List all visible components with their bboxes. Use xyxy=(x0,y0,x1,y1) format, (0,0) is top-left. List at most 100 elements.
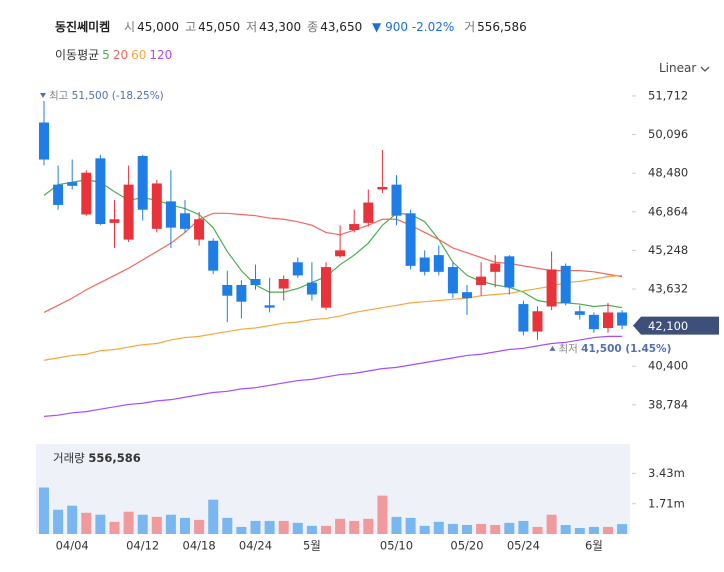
volume-bar xyxy=(377,495,388,534)
volume-bar xyxy=(95,514,106,534)
stock-name: 동진쎄미켐 xyxy=(55,20,111,34)
candle-body xyxy=(137,155,148,210)
candle-body xyxy=(447,267,458,294)
candle-body xyxy=(476,276,487,285)
volume-bar xyxy=(476,523,487,534)
volume-bar xyxy=(236,526,247,534)
high-text: 51,500 (-18.25%) xyxy=(72,90,164,102)
x-tick-label: 05/24 xyxy=(507,539,540,553)
candle-body xyxy=(278,279,289,289)
volume-bar xyxy=(278,520,289,534)
volume-bar xyxy=(391,516,402,534)
high-annotation: 최고 51,500 (-18.25%) xyxy=(49,90,164,102)
volume-bar xyxy=(603,526,613,534)
candle-body xyxy=(222,284,233,296)
y-tick-label: 46,864 xyxy=(648,204,688,218)
candle-body xyxy=(264,305,275,308)
volume-bar xyxy=(546,514,557,534)
quote-label: 저 xyxy=(246,20,258,34)
volume-bar xyxy=(194,519,205,534)
volume-bar xyxy=(109,521,120,534)
candle-body xyxy=(306,282,317,295)
candle-body xyxy=(81,172,92,215)
candle-body xyxy=(194,219,205,240)
candle-body xyxy=(180,213,190,229)
x-tick-label: 05/20 xyxy=(450,539,483,553)
candle-body xyxy=(165,201,176,228)
legend: 이동평균 5 20 60 120 xyxy=(55,46,175,63)
scale-select[interactable]: Linear xyxy=(659,61,710,75)
x-tick-label: 04/04 xyxy=(56,539,89,553)
low-annotation: 최저 41,500 (1.45%) xyxy=(559,343,672,355)
volume-bar xyxy=(250,520,261,534)
volume-bar xyxy=(81,512,92,534)
price-tag xyxy=(633,316,719,335)
candle-body xyxy=(321,267,331,308)
low-label: 최저 xyxy=(559,343,578,355)
volume-bar xyxy=(433,521,444,534)
volume-bar xyxy=(447,523,458,534)
volume-bar xyxy=(137,514,148,534)
y-tick-label: 40,400 xyxy=(648,359,688,373)
volume-bar xyxy=(405,517,416,534)
volume-label: 거 xyxy=(464,20,476,34)
y-tick-label: 45,248 xyxy=(648,243,688,257)
volume-bar xyxy=(306,525,317,534)
candle-body xyxy=(292,262,303,276)
volume-bar xyxy=(349,520,360,534)
ma-line xyxy=(43,335,623,417)
candle-body xyxy=(546,269,557,307)
candle-body xyxy=(617,312,628,326)
candle-body xyxy=(391,184,402,216)
legend-title: 이동평균 xyxy=(55,48,100,62)
candle-body xyxy=(123,184,134,240)
ma-line xyxy=(43,274,623,361)
legend-entry: 20 xyxy=(112,48,129,62)
candle-body xyxy=(335,250,346,257)
candle-body xyxy=(349,224,360,231)
candle-body xyxy=(603,312,613,328)
candle-body xyxy=(67,182,78,186)
ma-line xyxy=(43,212,623,313)
volume-bar xyxy=(264,520,275,534)
legend-entry: 120 xyxy=(149,48,173,62)
quote-value: 45,050 xyxy=(198,20,241,34)
quote-value: 43,650 xyxy=(320,20,363,34)
candle-body xyxy=(560,265,571,303)
y-tick-label: 50,096 xyxy=(648,127,688,141)
candle-body xyxy=(236,284,247,302)
volume-bar xyxy=(574,527,585,534)
volume-bar xyxy=(363,518,374,534)
change: ▼ 900 -2.02% xyxy=(372,20,455,34)
x-tick-label: 04/12 xyxy=(126,539,159,553)
volume-bar xyxy=(39,487,49,534)
volume-bar xyxy=(560,524,571,534)
candle-body xyxy=(419,257,430,272)
volume-title-label: 거래량 xyxy=(53,451,85,465)
y-tick-label: 38,784 xyxy=(648,397,688,411)
x-tick-label: 5월 xyxy=(303,539,321,553)
scale-label: Linear xyxy=(659,61,697,75)
x-tick-label: 05/10 xyxy=(380,539,413,553)
volume-bar xyxy=(292,522,303,534)
candle-body xyxy=(151,183,162,229)
volume-title-value: 556,586 xyxy=(88,451,140,465)
candle-body xyxy=(588,314,599,330)
volume-bar xyxy=(617,524,628,534)
volume-bar xyxy=(180,517,190,534)
legend-entry: 60 xyxy=(131,48,147,62)
candle-body xyxy=(377,187,388,190)
candle-body xyxy=(109,219,120,223)
volume-bar xyxy=(419,525,430,534)
candle-body xyxy=(53,184,64,205)
price-tag-label: 42,100 xyxy=(648,319,688,333)
volume-bar xyxy=(165,514,176,534)
candle-body xyxy=(250,279,261,285)
x-tick-label: 6월 xyxy=(585,539,603,553)
candle-body xyxy=(518,304,529,332)
y-tick-label: 1.71m xyxy=(648,496,685,510)
volume-bar xyxy=(532,526,543,534)
candle-body xyxy=(490,263,501,272)
volume-title: 거래량 556,586 xyxy=(53,451,141,465)
x-tick-label: 04/18 xyxy=(183,539,216,553)
